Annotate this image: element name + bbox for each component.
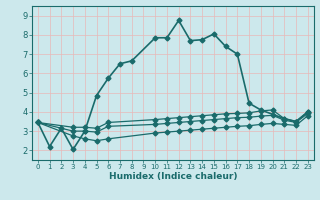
X-axis label: Humidex (Indice chaleur): Humidex (Indice chaleur) <box>108 172 237 181</box>
